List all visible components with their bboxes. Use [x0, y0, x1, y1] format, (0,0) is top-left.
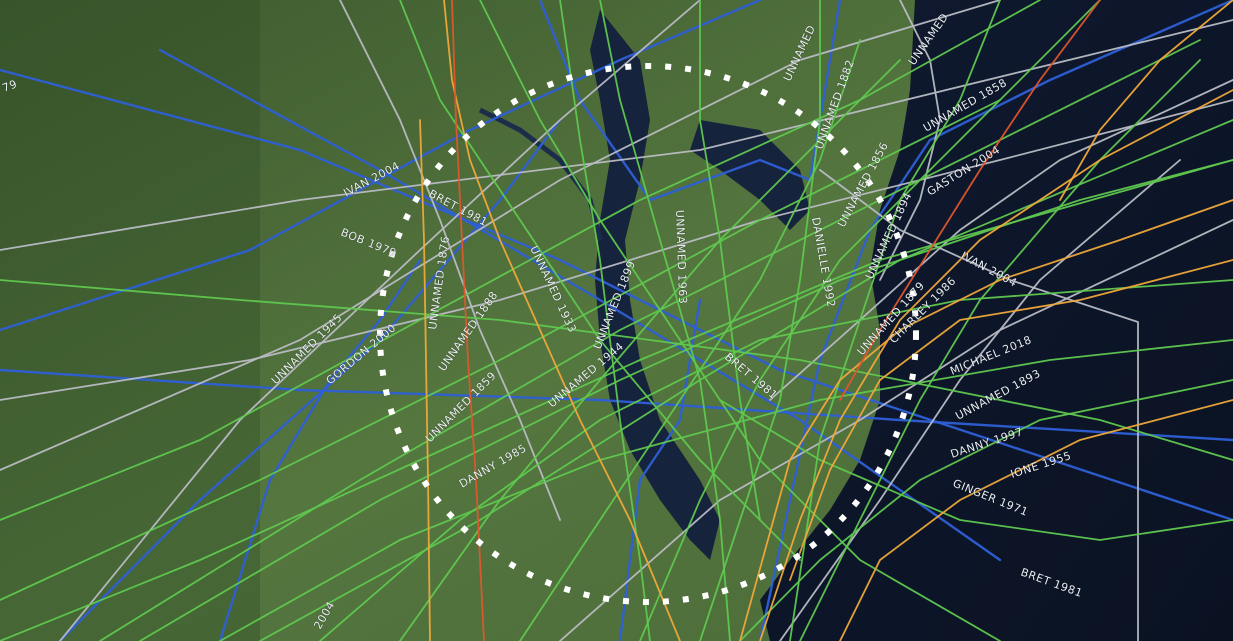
mountain-ridge	[0, 0, 260, 641]
hurricane-track-line[interactable]	[879, 0, 941, 281]
label-edge-79: 79	[1, 77, 20, 94]
hurricane-track-line[interactable]	[0, 99, 1001, 601]
hurricane-track-line[interactable]	[419, 119, 431, 641]
hurricane-track-line[interactable]	[59, 0, 701, 641]
hurricane-track-line[interactable]	[769, 79, 1233, 401]
hurricane-track-line[interactable]	[0, 0, 1001, 471]
hurricane-track-line[interactable]	[739, 379, 1233, 641]
hurricane-track-line[interactable]	[451, 0, 485, 641]
hurricane-track-line[interactable]	[218, 258, 422, 641]
hurricane-track-line[interactable]	[789, 0, 1001, 641]
hurricane-track-line[interactable]	[0, 0, 1041, 521]
river-potomac	[478, 107, 603, 241]
hurricane-track-line[interactable]	[819, 169, 1139, 641]
hurricane-track-line[interactable]	[839, 0, 1101, 401]
study-region-outline[interactable]	[377, 63, 919, 605]
hurricane-track-line[interactable]	[699, 0, 821, 641]
hurricane-track-line[interactable]	[319, 279, 1233, 641]
hurricane-track-line[interactable]	[0, 99, 1233, 401]
hurricane-track-line[interactable]	[699, 0, 761, 521]
hurricane-track-line[interactable]	[799, 59, 1201, 641]
hurricane-track-line[interactable]	[0, 0, 762, 332]
hurricane-track-line[interactable]	[519, 39, 861, 641]
hurricane-track-line[interactable]	[0, 68, 1233, 522]
hurricane-track-line[interactable]	[399, 0, 801, 561]
hurricane-track-line[interactable]	[559, 219, 1233, 641]
delaware-bay	[690, 120, 810, 230]
hurricane-track-line[interactable]	[339, 0, 561, 521]
hurricane-track-line[interactable]	[739, 199, 1233, 641]
label-unnamed-1963: UNNAMED 1963	[673, 210, 689, 305]
hurricane-track-line[interactable]	[399, 59, 901, 641]
hurricane-track-line[interactable]	[839, 399, 1233, 641]
chesapeake-bay	[590, 10, 720, 560]
hurricane-track-line[interactable]	[759, 89, 1233, 641]
hurricane-track-line[interactable]	[99, 39, 1201, 641]
hurricane-track-line[interactable]	[639, 0, 1101, 641]
hurricane-track-line[interactable]	[158, 48, 1002, 562]
hurricane-track-line[interactable]	[479, 0, 1001, 641]
hurricane-track-line[interactable]	[599, 0, 731, 641]
hurricane-track-line[interactable]	[219, 339, 1233, 641]
hurricane-track-line[interactable]	[0, 159, 1233, 641]
hurricane-track-line[interactable]	[0, 279, 1233, 461]
hurricane-track-line[interactable]	[1059, 0, 1233, 201]
hurricane-track-line[interactable]	[789, 259, 1233, 581]
hurricane-track-line[interactable]	[139, 159, 1233, 641]
hurricane-track-line[interactable]	[559, 0, 651, 641]
hurricane-track-line[interactable]	[618, 298, 702, 641]
hurricane-track-line[interactable]	[719, 399, 1233, 541]
hurricane-track-line[interactable]	[538, 0, 842, 202]
